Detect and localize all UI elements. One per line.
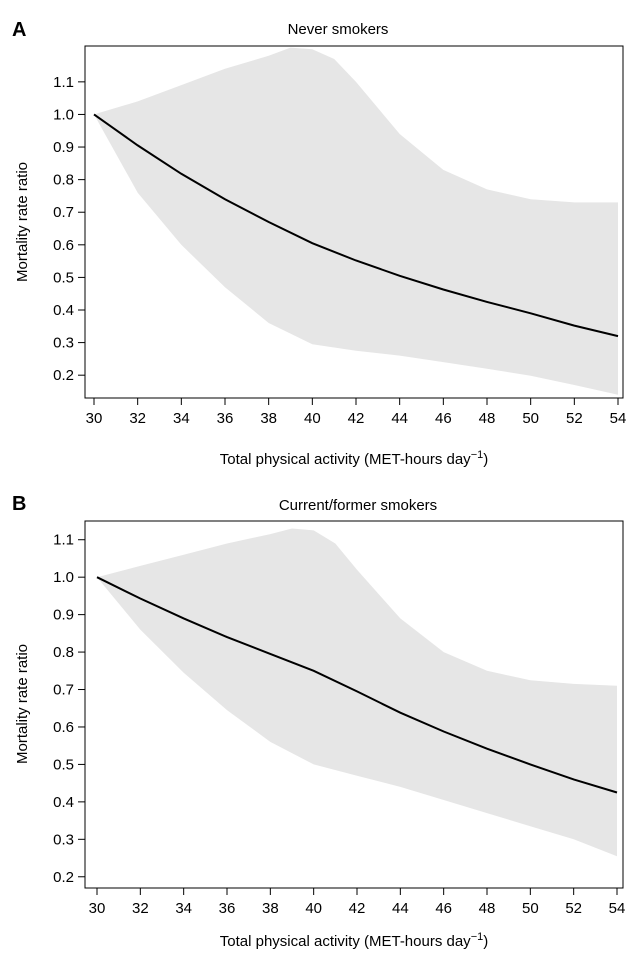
chart-b-svg: B Current/former smokers 30 32 34 36 38 40 42 4…: [12, 493, 626, 950]
x-tick-label: 50: [522, 410, 539, 427]
y-axis: 0.2 0.3 0.4 0.5 0.6 0.7 0.8 0.9 1.0 1.1: [53, 74, 85, 384]
x-tick-label: 36: [217, 410, 234, 427]
y-tick-label: 0.9: [53, 139, 74, 156]
y-tick-label: 1.0: [53, 569, 74, 586]
panel-letter: B: [12, 493, 26, 515]
y-tick-label: 0.6: [53, 237, 74, 254]
chart-a-svg: A Never smokers 30 32 34 36 38 40 42 44 46 48 50 52…: [12, 19, 627, 468]
x-axis-label-superscript: −1: [471, 449, 484, 461]
x-tick-label: 52: [565, 900, 582, 917]
plot-frame: [84, 520, 624, 889]
x-tick-label: 40: [305, 900, 322, 917]
chart-title: Current/former smokers: [279, 497, 437, 514]
y-tick-label: 1.1: [53, 74, 74, 91]
y-tick-label: 0.7: [53, 204, 74, 221]
y-tick-label: 0.3: [53, 831, 74, 848]
x-axis-label-text: Total physical activity (MET-hours day: [220, 933, 471, 950]
x-tick-label: 30: [86, 410, 103, 427]
y-tick-label: 0.8: [53, 644, 74, 661]
y-tick-label: 0.3: [53, 335, 74, 352]
x-axis: 30 32 34 36 38 40 42 44 46 48 50 52 54: [86, 398, 627, 427]
x-axis-label: Total physical activity (MET-hours day−1…: [220, 931, 488, 950]
x-axis: 30 32 34 36 38 40 42 44 46 48 50 52 54: [89, 888, 626, 917]
x-tick-label: 46: [435, 900, 452, 917]
x-tick-label: 46: [435, 410, 452, 427]
x-tick-label: 40: [304, 410, 321, 427]
x-axis-label-superscript: −1: [471, 931, 484, 943]
x-tick-label: 36: [219, 900, 236, 917]
x-axis-label: Total physical activity (MET-hours day−1…: [220, 449, 488, 468]
x-tick-label: 44: [391, 410, 408, 427]
y-tick-label: 0.2: [53, 869, 74, 886]
x-tick-label: 48: [479, 900, 496, 917]
x-tick-label: 54: [610, 410, 627, 427]
x-tick-label: 44: [392, 900, 409, 917]
x-axis-label-text: Total physical activity (MET-hours day: [220, 451, 471, 468]
y-axis: 0.2 0.3 0.4 0.5 0.6 0.7 0.8 0.9 1.0 1.1: [53, 532, 85, 886]
x-tick-label: 42: [348, 410, 365, 427]
x-tick-label: 52: [566, 410, 583, 427]
confidence-band: [94, 47, 618, 395]
y-tick-label: 0.5: [53, 269, 74, 286]
trend-line: [96, 576, 618, 794]
x-tick-label: 42: [349, 900, 366, 917]
x-tick-label: 48: [479, 410, 496, 427]
trend-line: [93, 113, 619, 338]
y-tick-label: 1.0: [53, 106, 74, 123]
plot-frame: [84, 45, 624, 399]
trend-line-layer: [93, 113, 619, 338]
y-tick-label: 0.9: [53, 607, 74, 624]
y-tick-label: 0.6: [53, 719, 74, 736]
y-tick-label: 0.7: [53, 682, 74, 699]
x-axis-label-close: ): [483, 451, 488, 468]
y-axis-label: Mortality rate ratio: [14, 644, 31, 764]
panel-a: A Never smokers 30 32 34 36 38 40 42 44 46 48 50 52…: [0, 0, 631, 478]
y-tick-label: 0.4: [53, 794, 74, 811]
y-tick-label: 0.5: [53, 756, 74, 773]
x-tick-label: 32: [132, 900, 149, 917]
x-tick-label: 30: [89, 900, 106, 917]
trend-line-layer: [96, 576, 618, 794]
x-axis-label-close: ): [483, 933, 488, 950]
x-tick-label: 34: [173, 410, 190, 427]
y-tick-label: 0.2: [53, 367, 74, 384]
y-tick-label: 0.4: [53, 302, 74, 319]
y-tick-label: 0.8: [53, 172, 74, 189]
x-tick-label: 32: [129, 410, 146, 427]
panel-b: B Current/former smokers 30 32 34 36 38 40 42 4…: [0, 478, 631, 954]
y-axis-label: Mortality rate ratio: [14, 162, 31, 282]
confidence-band-layer: [94, 47, 618, 395]
panel-letter: A: [12, 19, 26, 41]
x-tick-label: 38: [262, 900, 279, 917]
x-tick-label: 54: [609, 900, 626, 917]
x-tick-label: 38: [260, 410, 277, 427]
chart-title: Never smokers: [288, 21, 389, 38]
y-tick-label: 1.1: [53, 532, 74, 549]
x-tick-label: 50: [522, 900, 539, 917]
x-tick-label: 34: [175, 900, 192, 917]
